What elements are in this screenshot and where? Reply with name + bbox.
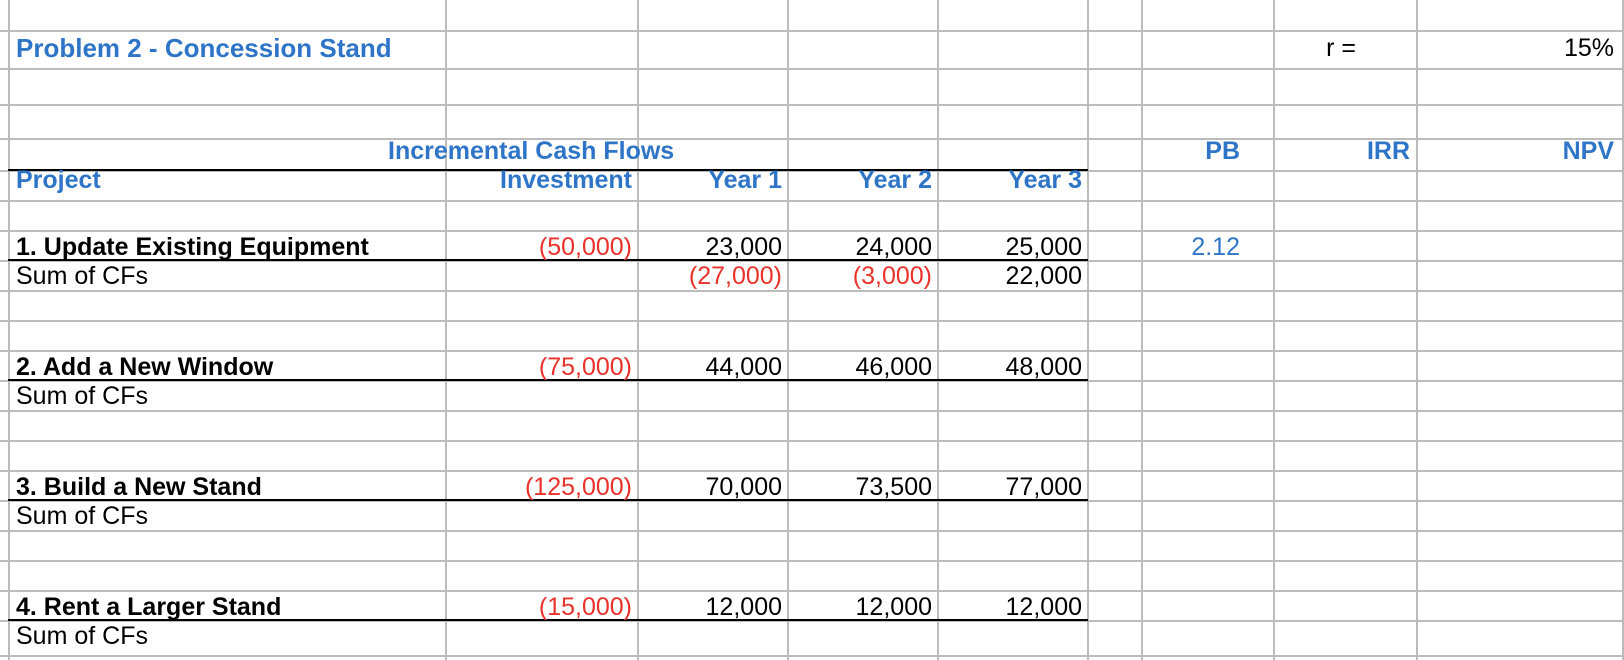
gridline-horizontal [0,320,1624,322]
cell-border [8,619,1088,621]
gridline-vertical [937,0,939,660]
gridline-horizontal [0,30,1624,32]
project-1-sum-year3[interactable]: 22,000 [1005,262,1082,290]
project-2-year1[interactable]: 44,000 [705,353,782,381]
header-year3: Year 3 [1008,166,1082,194]
project-4-year1[interactable]: 12,000 [705,593,782,621]
gridline-horizontal [0,138,1624,140]
gridline-horizontal [0,380,1624,382]
project-2-year2[interactable]: 46,000 [855,353,932,381]
project-1-sum-label: Sum of CFs [16,262,148,290]
gridline-horizontal [0,500,1624,502]
rate-value[interactable]: 15% [1563,34,1614,62]
project-3-sum-label: Sum of CFs [16,502,148,530]
gridline-horizontal [0,290,1624,292]
cell-border [8,259,1088,261]
project-3-year2[interactable]: 73,500 [855,473,932,501]
gridline-horizontal [0,410,1624,412]
project-1-pb[interactable]: 2.12 [1191,233,1240,261]
header-year1: Year 1 [708,166,782,194]
gridline-horizontal [0,170,1624,172]
gridline-vertical [1416,0,1418,660]
gridline-horizontal [0,530,1624,532]
gridline-horizontal [0,440,1624,442]
project-2-name: 2. Add a New Window [16,353,274,381]
project-1-sum-year1[interactable]: (27,000) [688,262,782,290]
project-4-sum-label: Sum of CFs [16,622,148,650]
cell-border [8,499,1088,501]
cell-border [8,379,1088,381]
gridline-vertical [1141,0,1143,660]
project-3-year3[interactable]: 77,000 [1005,473,1082,501]
project-1-sum-year2[interactable]: (3,000) [852,262,932,290]
project-1-year3[interactable]: 25,000 [1005,233,1082,261]
header-irr: IRR [1366,137,1410,165]
gridline-horizontal [0,590,1624,592]
project-3-investment[interactable]: (125,000) [524,473,632,501]
gridline-horizontal [0,200,1624,202]
gridline-vertical [1087,0,1089,660]
project-1-year1[interactable]: 23,000 [705,233,782,261]
header-investment: Investment [500,166,632,194]
header-pb: PB [1205,137,1240,165]
gridline-horizontal [0,230,1624,232]
gridline-vertical [445,0,447,660]
project-2-investment[interactable]: (75,000) [538,353,632,381]
group-header: Incremental Cash Flows [388,137,675,165]
rate-label: r = [1326,34,1356,62]
project-1-year2[interactable]: 24,000 [855,233,932,261]
header-year2: Year 2 [858,166,932,194]
header-project: Project [16,166,101,194]
project-4-year2[interactable]: 12,000 [855,593,932,621]
project-3-name: 3. Build a New Stand [16,473,262,501]
gridline-vertical [637,0,639,660]
gridline-horizontal [0,560,1624,562]
gridline-horizontal [0,655,1624,657]
cell-border [8,169,1088,171]
project-4-name: 4. Rent a Larger Stand [16,593,282,621]
gridline-horizontal [0,68,1624,70]
gridline-vertical [1622,0,1624,660]
gridline-vertical [1273,0,1275,660]
project-3-year1[interactable]: 70,000 [705,473,782,501]
gridline-horizontal [0,470,1624,472]
gridline-horizontal [0,260,1624,262]
project-4-year3[interactable]: 12,000 [1005,593,1082,621]
project-1-investment[interactable]: (50,000) [538,233,632,261]
project-2-year3[interactable]: 48,000 [1005,353,1082,381]
gridline-horizontal [0,620,1624,622]
header-npv: NPV [1562,137,1614,165]
sheet-title: Problem 2 - Concession Stand [16,33,392,63]
project-1-name: 1. Update Existing Equipment [16,233,369,261]
gridline-horizontal [0,104,1624,106]
project-2-sum-label: Sum of CFs [16,382,148,410]
gridline-vertical [787,0,789,660]
gridline-vertical [8,0,10,660]
gridline-horizontal [0,350,1624,352]
project-4-investment[interactable]: (15,000) [538,593,632,621]
